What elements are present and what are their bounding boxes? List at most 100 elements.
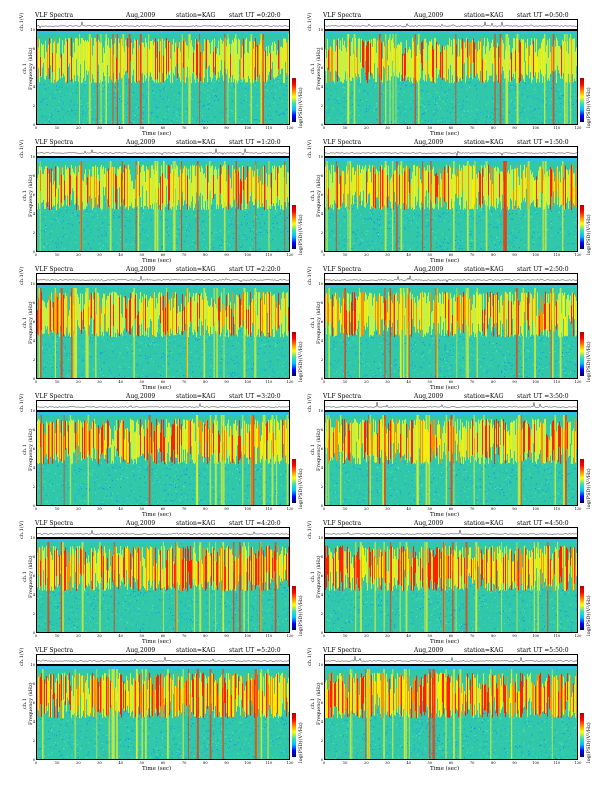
spectrogram-noise-cell [426,235,428,237]
spectrogram-noise-cell [163,89,165,91]
spectrogram-band-column [343,45,344,83]
spectrogram-noise-cell [52,378,53,379]
spectrogram-noise-cell [541,122,543,124]
spectrogram-noise-cell [545,92,546,94]
spectrogram-noise-cell [266,230,268,232]
spectrogram-noise-cell [274,213,276,215]
spectrogram-noise-cell [120,239,122,241]
spectrogram-noise-cell [443,241,445,243]
spectrogram-noise-cell [447,116,449,118]
spectrogram-band-column [130,174,131,207]
spectrogram-band-column [120,166,121,207]
spectrogram-noise-cell [416,236,418,238]
spectrogram-band-column [545,52,546,75]
spectrogram-noise-cell [143,106,145,108]
sferic-streak [223,161,226,251]
spectrogram-noise-cell [445,239,447,241]
spectrogram-noise-cell [217,326,219,328]
spectrogram-band-column [466,37,467,76]
spectrogram-noise-cell [260,232,262,233]
spectrogram-noise-cell [218,80,220,82]
spectrogram-noise-cell [241,224,243,226]
spectrogram-noise-cell [201,120,203,122]
spectrogram-noise-cell [249,121,251,123]
spectrogram-band-column [394,48,395,77]
spectrogram-noise-cell [282,365,284,367]
spectrogram-noise-cell [228,231,230,233]
spectrogram-noise-cell [350,113,352,114]
spectrogram-noise-cell [57,111,59,112]
waveform-plot [325,21,579,28]
spectrogram-noise-cell [399,94,401,95]
spectrogram-noise-cell [333,214,335,216]
spectrogram-noise-cell [153,209,155,211]
spectrogram-band-column [77,38,78,76]
spectrogram-noise-cell [469,250,471,251]
spectrogram-noise-cell [241,233,243,235]
spectrogram-noise-cell [66,93,68,95]
spectrogram-band-column [376,52,377,82]
spectrogram-noise-cell [534,87,536,89]
spectrogram-noise-cell [404,114,406,116]
spectrogram-noise-cell [75,242,77,244]
spectrogram-noise-cell [202,105,204,107]
spectrogram-noise-cell [111,219,113,221]
spectrogram-noise-cell [547,124,548,125]
spectrogram-noise-cell [376,248,378,250]
spectrogram-noise-cell [398,247,400,249]
spectrogram-noise-cell [555,119,556,121]
spectrogram-noise-cell [369,107,371,109]
spectrogram-noise-cell [119,215,121,217]
spectrogram-band-column [550,166,551,210]
spectrogram-noise-cell [135,82,137,84]
spectrogram-noise-cell [219,98,221,100]
spectrogram-noise-cell [198,123,200,124]
spectrogram-noise-cell [456,91,458,93]
spectrogram-noise-cell [504,77,506,79]
sferic-streak [422,161,424,251]
spectrogram-noise-cell [576,115,577,117]
spectrogram-noise-cell [47,233,49,235]
spectrogram-noise-cell [341,112,343,114]
spectrogram-band-column [543,38,544,77]
spectrogram-band-column [559,45,560,74]
spectrogram-noise-cell [114,93,115,95]
spectrogram-noise-cell [167,250,169,251]
spectrogram-noise-cell [421,89,422,91]
spectrogram-noise-cell [173,111,174,113]
spectrogram-noise-cell [214,211,216,213]
spectrogram-noise-cell [271,227,273,228]
spectrogram-noise-cell [94,340,96,342]
spectrogram-band-column [470,42,471,64]
panel-date: Aug,2009 [126,266,156,273]
spectrogram-noise-cell [396,85,398,87]
spectrogram-noise-cell [101,210,102,212]
spectrogram-band-column [43,174,44,200]
spectrogram-noise-cell [365,220,366,222]
spectrogram-noise-cell [225,241,227,242]
spectrogram-noise-cell [166,107,168,109]
spectrogram-noise-cell [470,215,472,217]
spectrogram-noise-cell [419,238,421,240]
spectrogram-band-column [103,166,104,187]
spectrogram-noise-cell [562,95,564,96]
spectrogram-noise-cell [478,122,480,124]
spectrogram-noise-cell [179,210,181,212]
spectrogram-noise-cell [370,218,372,220]
spectrogram-noise-cell [73,104,74,106]
spectrogram-noise-cell [427,219,429,221]
spectrogram-noise-cell [249,103,251,105]
sferic-streak [396,161,398,251]
spectrogram-noise-cell [288,226,289,228]
spectrogram-noise-cell [418,215,420,217]
spectrogram-band-column [417,166,418,202]
spectrogram-noise-cell [62,236,64,238]
spectrogram-noise-cell [141,228,143,230]
spectrogram-noise-cell [485,85,487,87]
spectrogram-band-column [222,166,223,209]
spectrogram-noise-cell [329,71,331,73]
spectrogram-noise-cell [390,218,392,219]
spectrogram-noise-cell [196,119,198,121]
spectrogram-noise-cell [424,119,426,121]
spectrogram-band-column [367,41,368,84]
